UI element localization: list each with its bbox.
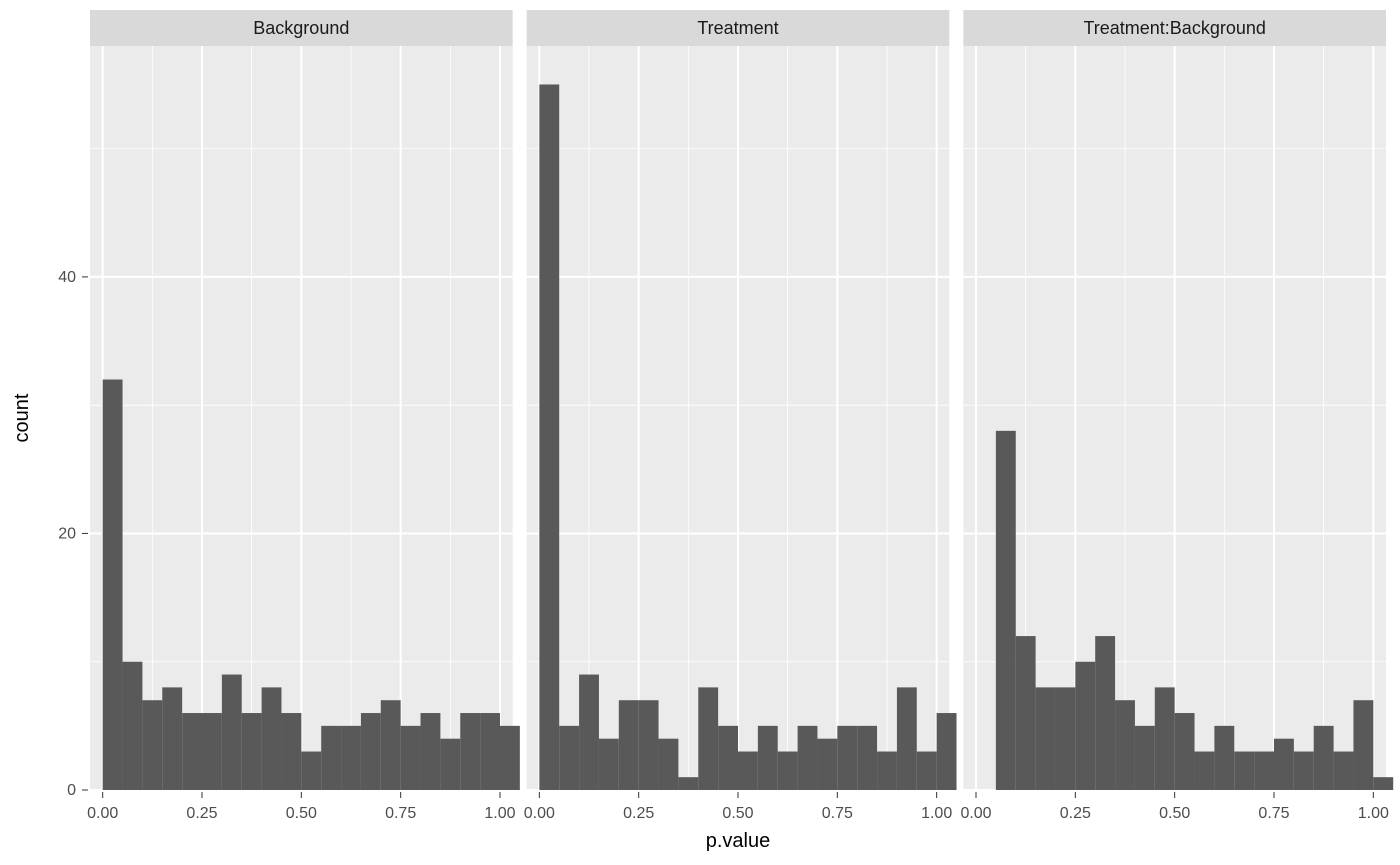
histogram-bar [321, 726, 341, 790]
y-axis-title: count [11, 393, 33, 442]
histogram-bar [162, 687, 182, 790]
x-axis-title: p.value [706, 830, 771, 852]
histogram-bar [897, 687, 917, 790]
facet-label: Treatment:Background [1083, 18, 1265, 38]
histogram-bar [1274, 739, 1294, 790]
x-tick-label: 0.25 [186, 805, 217, 822]
histogram-bar [1373, 777, 1393, 790]
histogram-bar [678, 777, 698, 790]
histogram-bar [1036, 687, 1056, 790]
histogram-bar [1334, 752, 1354, 790]
x-tick-label: 1.00 [484, 805, 515, 822]
x-tick-label: 1.00 [921, 805, 952, 822]
histogram-bar [341, 726, 361, 790]
histogram-bar [539, 84, 559, 790]
histogram-bar [1294, 752, 1314, 790]
histogram-bar [877, 752, 897, 790]
histogram-bar [559, 726, 579, 790]
histogram-bar [917, 752, 937, 790]
histogram-bar [619, 700, 639, 790]
histogram-bar [460, 713, 480, 790]
x-tick-label: 0.50 [286, 805, 317, 822]
x-tick-label: 0.00 [524, 805, 555, 822]
x-tick-label: 0.00 [87, 805, 118, 822]
histogram-bar [778, 752, 798, 790]
histogram-bar [1016, 636, 1036, 790]
facet-label: Background [253, 18, 349, 38]
histogram-bar [698, 687, 718, 790]
x-tick-label: 0.25 [623, 805, 654, 822]
histogram-bar [738, 752, 758, 790]
chart-svg: count p.value 0 20 40 Background 0.00 0.25 0.50 0… [0, 0, 1400, 865]
histogram-bar [937, 713, 957, 790]
histogram-bar [1175, 713, 1195, 790]
x-tick-label: 0.50 [722, 805, 753, 822]
histogram-bar [579, 675, 599, 790]
histogram-bar [440, 739, 460, 790]
histogram-bar [837, 726, 857, 790]
histogram-bar [262, 687, 282, 790]
facet-label: Treatment [697, 18, 778, 38]
histogram-bar [281, 713, 301, 790]
histogram-bar [857, 726, 877, 790]
histogram-bar [381, 700, 401, 790]
histogram-bar [1115, 700, 1135, 790]
histogram-bar [1234, 752, 1254, 790]
y-tick-label: 0 [67, 782, 76, 799]
histogram-bar [142, 700, 162, 790]
histogram-bar [103, 380, 123, 790]
histogram-bar [659, 739, 679, 790]
histogram-bar [361, 713, 381, 790]
x-tick-label: 0.75 [385, 805, 416, 822]
histogram-bar [182, 713, 202, 790]
histogram-bar [1135, 726, 1155, 790]
histogram-bar [996, 431, 1016, 790]
histogram-bar [718, 726, 738, 790]
y-tick-label: 20 [58, 525, 76, 542]
histogram-bar [401, 726, 421, 790]
histogram-bar [817, 739, 837, 790]
histogram-bar [500, 726, 520, 790]
histogram-bar [1254, 752, 1274, 790]
histogram-bar [758, 726, 778, 790]
x-tick-label: 0.00 [960, 805, 991, 822]
histogram-bar [798, 726, 818, 790]
x-tick-label: 0.25 [1060, 805, 1091, 822]
histogram-bar [1055, 687, 1075, 790]
facet-histogram: count p.value 0 20 40 Background 0.00 0.25 0.50 0… [0, 0, 1400, 865]
x-tick-label: 1.00 [1358, 805, 1389, 822]
histogram-bar [242, 713, 262, 790]
histogram-bar [202, 713, 222, 790]
histogram-bar [1095, 636, 1115, 790]
histogram-bar [421, 713, 441, 790]
histogram-bar [222, 675, 242, 790]
histogram-bar [301, 752, 321, 790]
x-tick-label: 0.75 [822, 805, 853, 822]
histogram-bar [1195, 752, 1215, 790]
histogram-bar [1353, 700, 1373, 790]
histogram-bar [1314, 726, 1334, 790]
histogram-bar [639, 700, 659, 790]
histogram-bar [599, 739, 619, 790]
x-tick-label: 0.50 [1159, 805, 1190, 822]
histogram-bar [1214, 726, 1234, 790]
histogram-bar [123, 662, 143, 790]
histogram-bar [1075, 662, 1095, 790]
histogram-bar [480, 713, 500, 790]
histogram-bar [1155, 687, 1175, 790]
y-tick-label: 40 [58, 269, 76, 286]
x-tick-label: 0.75 [1258, 805, 1289, 822]
